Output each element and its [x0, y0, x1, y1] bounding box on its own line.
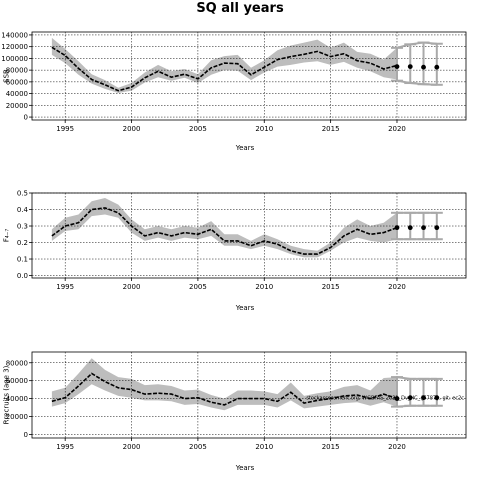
y-tick-label: 40000: [6, 395, 28, 403]
x-tick-label: 1995: [56, 125, 74, 133]
x-tick-label: 2020: [388, 443, 406, 451]
forecast-interval: [396, 376, 417, 408]
forecast-interval: [423, 211, 443, 241]
y-tick-label: 0: [24, 431, 28, 439]
y-tick-label: 20000: [6, 413, 28, 421]
source-annotation: stockassessment.org, WGBFAS_2021_Dv_HC_{…: [306, 396, 464, 402]
forecast-point: [407, 64, 413, 70]
forecast-point: [421, 395, 426, 401]
forecast-upper-link: [396, 43, 411, 49]
y-axis-label: SSB: [2, 69, 10, 83]
forecast-interval: [396, 43, 417, 85]
estimate-line: [51, 46, 398, 92]
y-tick-label: 0.3: [17, 223, 28, 231]
x-tick-label: 2000: [123, 125, 141, 133]
y-tick-label: 0.4: [17, 206, 29, 214]
confidence-band: [51, 358, 398, 411]
x-axis-label: Years: [235, 304, 255, 312]
forecast-point: [421, 64, 426, 70]
forecast-interval: [410, 41, 430, 86]
y-tick-label: 60000: [6, 78, 28, 86]
forecast-point: [407, 395, 413, 401]
y-tick-label: 0.1: [17, 256, 28, 264]
estimate-line: [51, 207, 398, 255]
x-tick-label: 2010: [255, 443, 273, 451]
y-tick-label: 60000: [6, 377, 28, 385]
y-tick-label: 0.0: [17, 272, 28, 280]
x-tick-label: 2000: [123, 443, 141, 451]
y-tick-label: 0: [24, 114, 28, 122]
forecast-point: [434, 64, 440, 70]
x-axis-label: Years: [235, 464, 255, 472]
forecast-point: [434, 395, 440, 401]
forecast-lower-link: [396, 79, 411, 85]
x-tick-label: 2000: [123, 283, 141, 291]
x-tick-label: 2015: [322, 443, 340, 451]
y-tick-label: 80000: [6, 359, 28, 367]
y-tick-label: 20000: [6, 102, 28, 110]
axes-frame: [31, 31, 467, 121]
x-tick-label: 2005: [189, 283, 207, 291]
forecast-upper-link: [410, 41, 424, 46]
confidence-band: [51, 37, 398, 93]
x-tick-label: 2015: [322, 283, 340, 291]
y-axis-label: Rrecruits (age 3): [2, 365, 10, 424]
forecast-upper-link: [396, 376, 411, 380]
x-tick-label: 2020: [388, 283, 406, 291]
x-tick-label: 1995: [56, 443, 74, 451]
y-axis-label: F₄₋₇: [2, 229, 10, 243]
y-tick-label: 120000: [1, 43, 28, 51]
y-tick-label: 0.2: [17, 239, 28, 247]
ssb-panel: 1995 2000 2005 2010 2015 2020 0 20000 40000 60000…: [1, 31, 467, 152]
figure-title: SQ all years: [196, 1, 284, 16]
forecast-interval: [423, 41, 443, 86]
y-tick-label: 40000: [6, 90, 28, 98]
axes-frame: [31, 192, 467, 279]
x-tick-label: 2020: [388, 125, 406, 133]
forecast-upper-link: [423, 41, 437, 45]
axes-frame: [31, 351, 467, 439]
y-tick-label: 100000: [1, 55, 28, 63]
confidence-band: [51, 198, 398, 258]
fishing-mortality-panel: 1995 2000 2005 2010 2015 2020 0.0 0.1 0.2 0.3 0.4 0…: [2, 190, 467, 312]
x-tick-label: 2010: [255, 125, 273, 133]
forecast-point: [421, 225, 426, 231]
forecast-interval: [423, 377, 443, 407]
recruitment-panel: 1995 2000 2005 2010 2015 2020 0 20000 40000 60000…: [2, 351, 467, 472]
x-tick-label: 2005: [189, 125, 207, 133]
y-tick-label: 80000: [6, 67, 28, 75]
x-axis-label: Years: [235, 144, 255, 152]
x-tick-label: 2010: [255, 283, 273, 291]
forecast-point: [407, 225, 413, 231]
forecast-lower-link: [423, 83, 437, 86]
forecast-point: [394, 396, 400, 401]
forecast-interval: [410, 211, 430, 241]
x-tick-label: 2005: [189, 443, 207, 451]
y-tick-label: 0.5: [17, 190, 28, 198]
forecast-point: [394, 64, 400, 70]
forecast-point: [394, 225, 400, 231]
forecast-lower-link: [396, 404, 411, 408]
x-tick-label: 1995: [56, 283, 74, 291]
forecast-lower-link: [410, 82, 424, 86]
y-tick-label: 140000: [1, 31, 28, 39]
forecast-point: [434, 225, 440, 231]
x-tick-label: 2015: [322, 125, 340, 133]
forecast-interval: [410, 377, 430, 407]
estimate-line: [51, 372, 398, 406]
